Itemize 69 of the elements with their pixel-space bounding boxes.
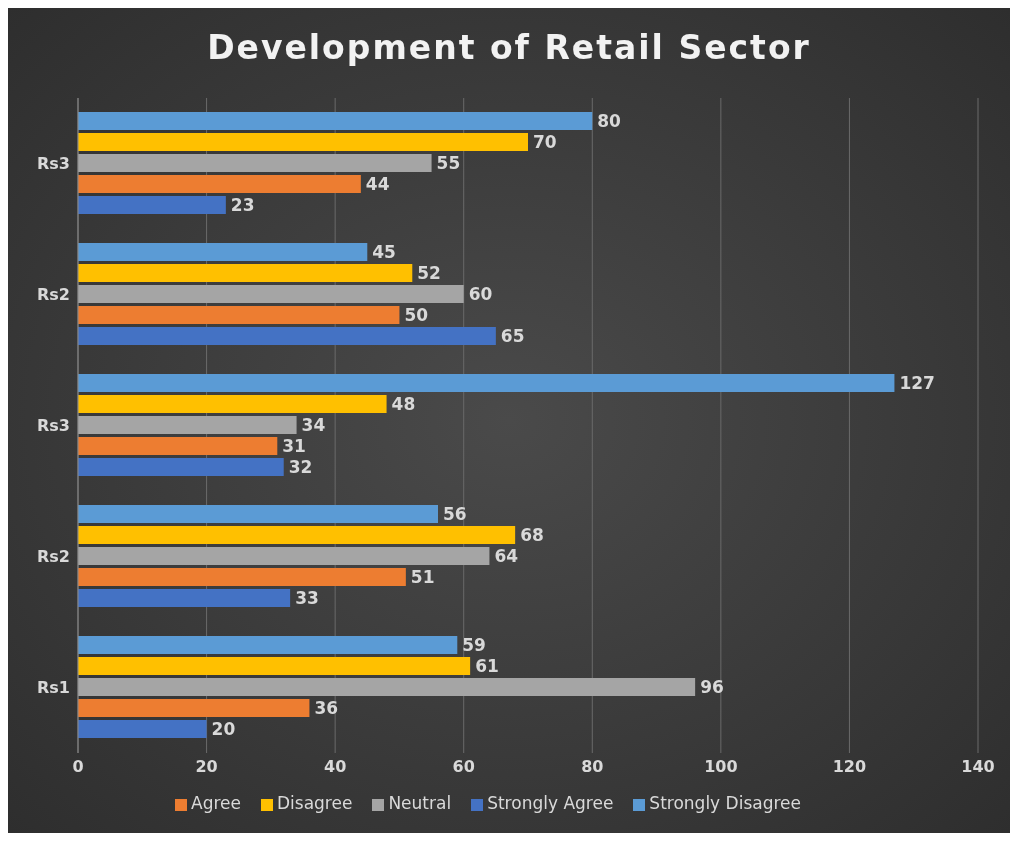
bar	[78, 458, 284, 476]
y-tick-label: Rs2	[37, 285, 70, 305]
bar	[78, 547, 490, 565]
data-label: 55	[436, 153, 461, 174]
data-label: 31	[282, 436, 306, 457]
bar	[78, 285, 464, 303]
legend-label: Neutral	[388, 793, 452, 813]
bar	[78, 589, 291, 607]
data-label: 33	[295, 588, 319, 609]
x-tick-label: 60	[452, 757, 475, 777]
data-label: 36	[314, 698, 339, 719]
legend-label: Strongly Agree	[487, 793, 614, 813]
x-tick-label: 80	[581, 757, 604, 777]
legend-label: Strongly Disagree	[649, 793, 801, 813]
data-label: 80	[597, 111, 622, 132]
legend-label: Agree	[191, 793, 241, 813]
bar	[78, 306, 400, 324]
y-tick-label: Rs3	[37, 154, 70, 174]
bar	[78, 112, 593, 130]
legend-label: Disagree	[276, 793, 353, 813]
x-tick-label: 140	[961, 757, 995, 777]
x-tick-label: 20	[195, 757, 218, 777]
data-label: 45	[372, 242, 396, 263]
bar	[78, 154, 432, 172]
bar	[78, 175, 361, 193]
y-tick-label: Rs1	[37, 678, 70, 698]
x-tick-label: 0	[72, 757, 84, 777]
data-label: 56	[443, 504, 467, 525]
x-tick-label: 120	[832, 757, 867, 777]
data-label: 61	[475, 656, 499, 677]
bar	[78, 568, 406, 586]
x-tick-label: 100	[704, 757, 738, 777]
bar	[78, 264, 413, 282]
bar	[78, 636, 458, 654]
data-label: 68	[520, 525, 544, 546]
data-label: 32	[288, 457, 313, 478]
data-label: 59	[462, 635, 486, 656]
data-label: 34	[301, 415, 326, 436]
bar	[78, 243, 368, 261]
data-label: 96	[700, 677, 724, 698]
data-label: 65	[500, 326, 525, 347]
bar	[78, 720, 207, 738]
data-label: 52	[417, 263, 441, 284]
data-label: 50	[404, 305, 429, 326]
data-label: 127	[899, 373, 935, 394]
bar	[78, 416, 297, 434]
bar	[78, 374, 895, 392]
bar	[78, 657, 471, 675]
bar	[78, 678, 696, 696]
chart-title: Development of Retail Sector	[206, 28, 812, 69]
bar	[78, 699, 310, 717]
data-label: 20	[211, 719, 236, 740]
data-label: 60	[468, 284, 493, 305]
data-label: 51	[410, 567, 435, 588]
data-label: 70	[533, 132, 557, 153]
bar	[78, 327, 496, 345]
bar	[78, 505, 438, 523]
bar	[78, 437, 278, 455]
data-label: 48	[391, 394, 416, 415]
x-tick-label: 40	[324, 757, 347, 777]
y-tick-label: Rs2	[37, 547, 70, 567]
bar	[78, 395, 387, 413]
bar	[78, 526, 516, 544]
bar	[78, 133, 528, 151]
y-tick-label: Rs3	[37, 416, 70, 436]
data-label: 44	[365, 174, 390, 195]
bar	[78, 196, 226, 214]
data-label: 23	[230, 195, 255, 216]
data-label: 64	[494, 546, 519, 567]
